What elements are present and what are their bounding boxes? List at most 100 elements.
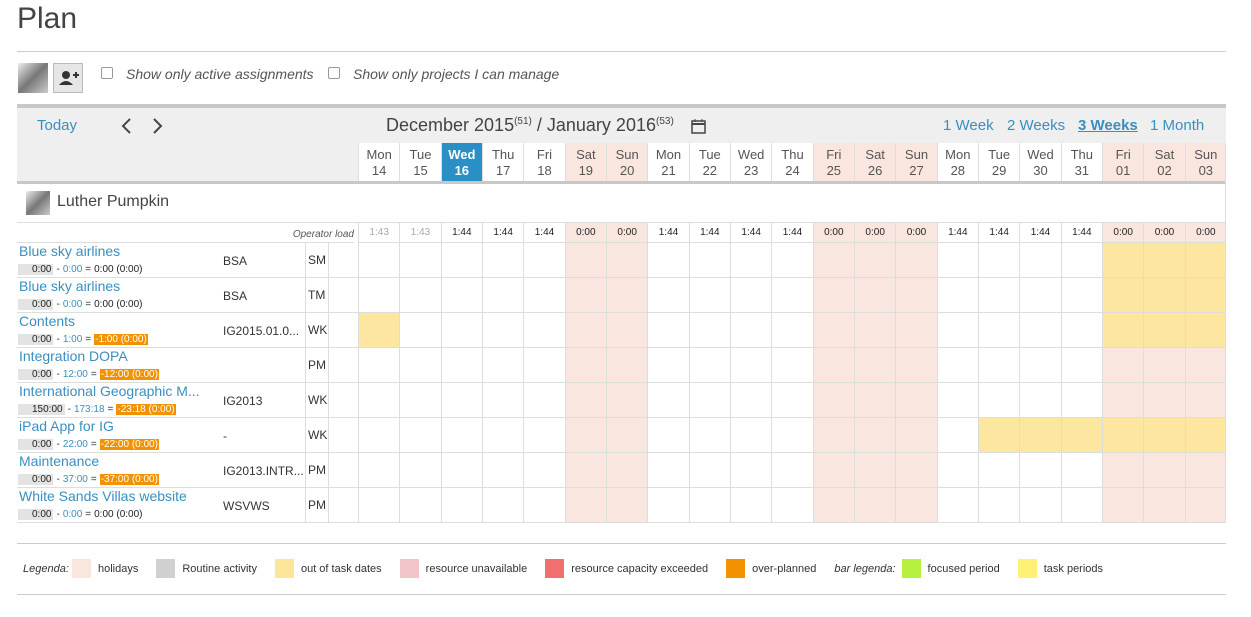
day-cell[interactable] <box>812 243 854 278</box>
day-cell[interactable] <box>1019 278 1061 313</box>
day-cell[interactable] <box>771 313 813 348</box>
day-cell[interactable] <box>1102 348 1144 383</box>
day-cell[interactable] <box>564 383 606 418</box>
project-name[interactable]: Integration DOPA <box>19 348 128 364</box>
day-cell[interactable] <box>482 243 524 278</box>
day-cell[interactable] <box>730 278 772 313</box>
add-user-button[interactable] <box>53 63 83 93</box>
day-cell[interactable] <box>440 418 482 453</box>
day-cell[interactable] <box>895 453 937 488</box>
day-cell[interactable] <box>1019 348 1061 383</box>
day-cell[interactable] <box>1143 488 1185 523</box>
day-cell[interactable] <box>1060 348 1102 383</box>
day-cell[interactable] <box>854 243 896 278</box>
day-cell[interactable] <box>688 348 730 383</box>
day-cell[interactable] <box>895 278 937 313</box>
day-cell[interactable] <box>1184 278 1226 313</box>
day-cell[interactable] <box>1102 278 1144 313</box>
day-cell[interactable] <box>647 243 689 278</box>
day-cell[interactable] <box>730 348 772 383</box>
day-cell[interactable] <box>936 243 978 278</box>
day-cell[interactable] <box>771 418 813 453</box>
day-cell[interactable] <box>440 488 482 523</box>
day-cell[interactable] <box>564 488 606 523</box>
day-cell[interactable] <box>440 348 482 383</box>
day-cell[interactable] <box>854 383 896 418</box>
day-cell[interactable] <box>606 278 648 313</box>
day-cell[interactable] <box>936 488 978 523</box>
day-cell[interactable] <box>854 488 896 523</box>
day-cell[interactable] <box>812 488 854 523</box>
day-cell[interactable] <box>358 488 400 523</box>
day-cell[interactable] <box>730 383 772 418</box>
day-cell[interactable] <box>564 313 606 348</box>
day-cell[interactable] <box>399 488 441 523</box>
day-cell[interactable] <box>358 278 400 313</box>
project-name[interactable]: International Geographic M... <box>19 383 200 399</box>
day-cell[interactable] <box>730 313 772 348</box>
project-name[interactable]: White Sands Villas website <box>19 488 187 504</box>
day-cell[interactable] <box>730 453 772 488</box>
day-cell[interactable] <box>771 278 813 313</box>
avatar[interactable] <box>18 63 48 93</box>
filter-label[interactable]: Show only projects I can manage <box>353 66 560 82</box>
day-cell[interactable] <box>1143 418 1185 453</box>
day-cell[interactable] <box>482 488 524 523</box>
day-cell[interactable] <box>688 488 730 523</box>
range-option[interactable]: 2 Weeks <box>1007 117 1066 134</box>
day-cell[interactable] <box>1019 453 1061 488</box>
day-cell[interactable] <box>399 418 441 453</box>
day-cell[interactable] <box>978 243 1020 278</box>
day-cell[interactable] <box>1184 313 1226 348</box>
day-cell[interactable] <box>854 348 896 383</box>
day-cell[interactable] <box>730 488 772 523</box>
day-cell[interactable] <box>523 383 565 418</box>
day-cell[interactable] <box>812 313 854 348</box>
project-name[interactable]: Blue sky airlines <box>19 243 121 259</box>
day-cell[interactable] <box>358 243 400 278</box>
day-cell[interactable] <box>978 278 1020 313</box>
day-cell[interactable] <box>812 278 854 313</box>
project-name[interactable]: Maintenance <box>19 453 100 469</box>
day-cell[interactable] <box>1143 313 1185 348</box>
day-cell[interactable] <box>1184 243 1226 278</box>
day-cell[interactable] <box>978 348 1020 383</box>
day-cell[interactable] <box>812 348 854 383</box>
filter-label[interactable]: Show only active assignments <box>126 66 314 82</box>
day-cell[interactable] <box>978 418 1020 453</box>
day-cell[interactable] <box>482 278 524 313</box>
day-cell[interactable] <box>1184 453 1226 488</box>
day-cell[interactable] <box>812 383 854 418</box>
day-cell[interactable] <box>440 243 482 278</box>
day-cell[interactable] <box>688 243 730 278</box>
day-cell[interactable] <box>1184 418 1226 453</box>
day-cell[interactable] <box>895 488 937 523</box>
day-cell[interactable] <box>1019 488 1061 523</box>
day-cell[interactable] <box>647 348 689 383</box>
day-cell[interactable] <box>564 418 606 453</box>
day-cell[interactable] <box>1102 243 1144 278</box>
day-cell[interactable] <box>1060 418 1102 453</box>
day-cell[interactable] <box>1143 383 1185 418</box>
day-cell[interactable] <box>854 418 896 453</box>
day-cell[interactable] <box>358 348 400 383</box>
day-cell[interactable] <box>440 453 482 488</box>
day-cell[interactable] <box>482 348 524 383</box>
day-cell[interactable] <box>606 418 648 453</box>
day-cell[interactable] <box>936 418 978 453</box>
day-cell[interactable] <box>1060 313 1102 348</box>
day-cell[interactable] <box>1184 488 1226 523</box>
day-cell[interactable] <box>812 418 854 453</box>
day-cell[interactable] <box>771 488 813 523</box>
day-cell[interactable] <box>730 243 772 278</box>
day-cell[interactable] <box>399 243 441 278</box>
day-cell[interactable] <box>1019 313 1061 348</box>
day-cell[interactable] <box>688 313 730 348</box>
day-cell[interactable] <box>1019 383 1061 418</box>
day-cell[interactable] <box>936 278 978 313</box>
day-cell[interactable] <box>523 243 565 278</box>
day-cell[interactable] <box>1060 383 1102 418</box>
day-cell[interactable] <box>606 348 648 383</box>
checkbox[interactable] <box>101 67 113 79</box>
calendar-icon[interactable] <box>691 118 707 134</box>
